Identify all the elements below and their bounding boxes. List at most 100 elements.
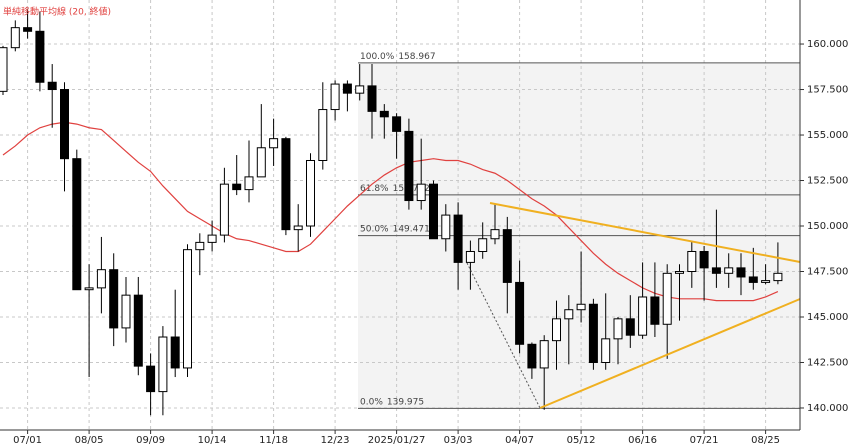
candle-body <box>84 287 94 291</box>
x-tick-label: 03/03 <box>444 435 473 446</box>
fib-value: 158.967 <box>398 51 435 61</box>
fib-label: 100.0% 158.967 <box>360 51 436 61</box>
candle-body <box>256 147 266 178</box>
candle-body <box>441 214 451 240</box>
candle-body <box>121 294 131 329</box>
candle-body <box>748 276 758 283</box>
candle-body <box>330 83 340 111</box>
candle-body <box>96 269 106 289</box>
candle-body <box>355 85 365 94</box>
candle-body <box>527 343 537 369</box>
candle-body <box>564 309 574 320</box>
candle-body <box>207 234 217 243</box>
x-tick-label: 2025/01/27 <box>368 435 426 446</box>
candle-body <box>711 267 721 274</box>
candle-body <box>478 238 488 252</box>
legend-ma: 単純移動平均線 (20, 終値) <box>3 6 111 18</box>
dotted-line <box>466 262 541 409</box>
candle-body <box>773 272 783 282</box>
x-tick-label: 10/14 <box>198 435 227 446</box>
candle-body <box>379 110 389 118</box>
fib-level: 100.0% <box>360 51 395 61</box>
candle-body <box>244 176 254 191</box>
candle-body <box>306 159 315 227</box>
candle-body <box>416 183 426 202</box>
candle-body <box>515 281 525 345</box>
candle-body <box>613 318 623 340</box>
fib-value: 149.471 <box>393 224 430 234</box>
candle-body <box>601 338 611 363</box>
candle-body <box>625 318 635 336</box>
candle-body <box>367 85 377 112</box>
fib-label: 50.0% 149.471 <box>360 224 430 234</box>
candle-body <box>281 138 291 231</box>
candle-body <box>342 83 352 94</box>
candle-body <box>404 130 414 202</box>
fib-label: 0.0% 139.975 <box>360 397 424 407</box>
x-tick-label: 04/07 <box>505 435 534 446</box>
y-tick-label: 157.500 <box>807 85 848 96</box>
y-tick-label: 142.500 <box>807 357 848 368</box>
candle-body <box>109 269 119 329</box>
candle-body <box>502 229 512 283</box>
candle-body <box>490 229 500 240</box>
candle-body <box>576 303 586 311</box>
x-tick-label: 06/16 <box>628 435 657 446</box>
candle-body <box>183 249 192 369</box>
y-tick-label: 140.000 <box>807 403 848 414</box>
triangle-upper <box>489 202 801 263</box>
candle-body <box>0 47 8 92</box>
candle-body <box>232 183 242 191</box>
x-tick-label: 08/25 <box>751 435 780 446</box>
x-tick-label: 12/23 <box>321 435 350 446</box>
candle-body <box>146 365 156 393</box>
y-tick-label: 150.000 <box>807 221 848 232</box>
candle-body <box>675 271 684 274</box>
candle-body <box>761 280 771 283</box>
candle-body <box>638 296 648 336</box>
candle-body <box>269 138 279 149</box>
x-tick-label: 05/12 <box>567 435 596 446</box>
candle-body <box>72 158 82 291</box>
x-tick-label: 11/18 <box>259 435 288 446</box>
x-tick-label: 07/21 <box>690 435 719 446</box>
candle-body <box>429 183 438 240</box>
candle-body <box>23 27 33 32</box>
candle-body <box>552 318 561 342</box>
y-tick-label: 152.500 <box>807 176 848 187</box>
candle-body <box>170 336 180 369</box>
candle-body <box>60 89 69 160</box>
y-tick-label: 147.500 <box>807 267 848 278</box>
y-tick-label: 160.000 <box>807 39 848 50</box>
candle-body <box>736 267 746 278</box>
candle-body <box>662 272 672 325</box>
candle-body <box>195 241 205 251</box>
candle-body <box>724 267 734 274</box>
candle-body <box>318 109 328 161</box>
candle-body <box>158 336 168 393</box>
candle-body <box>392 116 402 132</box>
candle-body <box>133 294 143 367</box>
candle-body <box>687 250 697 273</box>
candle-body <box>650 296 660 325</box>
candle-body <box>539 340 549 369</box>
triangle-lower <box>539 298 801 409</box>
fib-value: 139.975 <box>387 397 424 407</box>
candle-body <box>293 225 303 231</box>
candle-body <box>465 250 475 263</box>
x-tick-label: 07/01 <box>13 435 42 446</box>
fib-level: 50.0% <box>360 224 389 234</box>
candle-body <box>10 27 20 49</box>
fib-level: 0.0% <box>360 397 383 407</box>
fib-level: 61.8% <box>360 183 389 193</box>
candle-body <box>453 214 463 263</box>
candle-body <box>35 30 45 83</box>
candle-body <box>47 81 57 91</box>
candle-body <box>699 250 709 269</box>
x-tick-label: 08/05 <box>75 435 104 446</box>
candle-body <box>219 183 229 236</box>
y-tick-label: 145.000 <box>807 312 848 323</box>
ma-line <box>2 121 779 302</box>
y-tick-label: 155.000 <box>807 130 848 141</box>
